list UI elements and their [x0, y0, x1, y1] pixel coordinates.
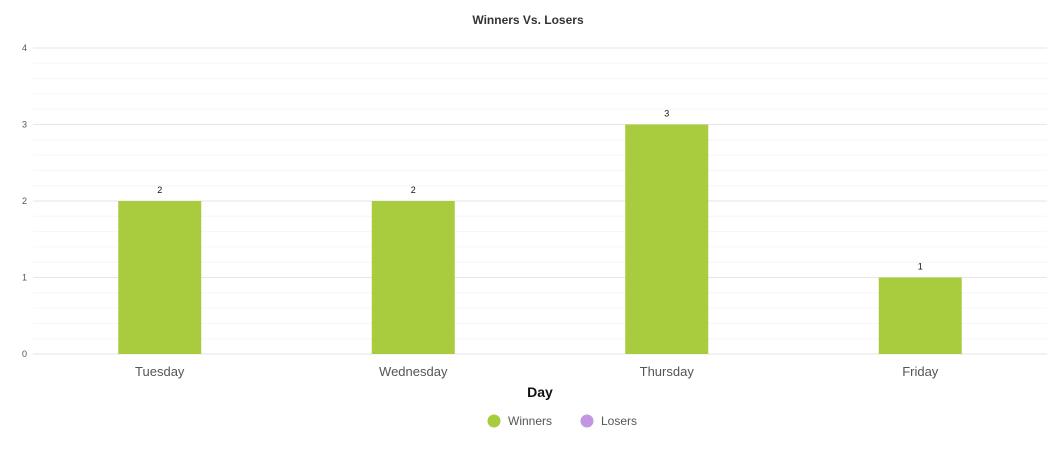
grid-lines: [33, 47, 1047, 355]
bar-tuesday[interactable]: [118, 201, 202, 354]
data-label: 1: [918, 262, 923, 272]
data-label: 3: [664, 109, 669, 119]
y-tick-label: 1: [22, 273, 27, 283]
x-tick-label: Thursday: [640, 364, 695, 379]
x-tick-label: Wednesday: [379, 364, 448, 379]
x-axis-label: Day: [527, 384, 553, 400]
bar-wednesday[interactable]: [371, 201, 455, 354]
y-tick-label: 0: [22, 349, 27, 359]
x-axis-ticks: Tuesday Wednesday Thursday Friday: [135, 364, 939, 379]
bars: [118, 124, 962, 355]
legend-label-winners[interactable]: Winners: [508, 414, 552, 428]
y-tick-label: 3: [22, 120, 27, 130]
chart-title: Winners Vs. Losers: [472, 13, 584, 27]
x-tick-label: Friday: [902, 364, 939, 379]
data-labels: 2 2 3 1: [157, 109, 923, 272]
x-tick-label: Tuesday: [135, 364, 185, 379]
legend-marker-winners[interactable]: [487, 414, 501, 428]
legend-label-losers[interactable]: Losers: [601, 414, 637, 428]
legend: Winners Losers: [487, 414, 637, 428]
y-axis-ticks: 0 1 2 3 4: [22, 43, 27, 359]
legend-marker-losers[interactable]: [580, 414, 594, 428]
bar-friday[interactable]: [878, 277, 962, 355]
data-label: 2: [157, 185, 162, 195]
bar-thursday[interactable]: [625, 124, 709, 355]
y-tick-label: 4: [22, 43, 27, 53]
data-label: 2: [411, 185, 416, 195]
y-tick-label: 2: [22, 196, 27, 206]
